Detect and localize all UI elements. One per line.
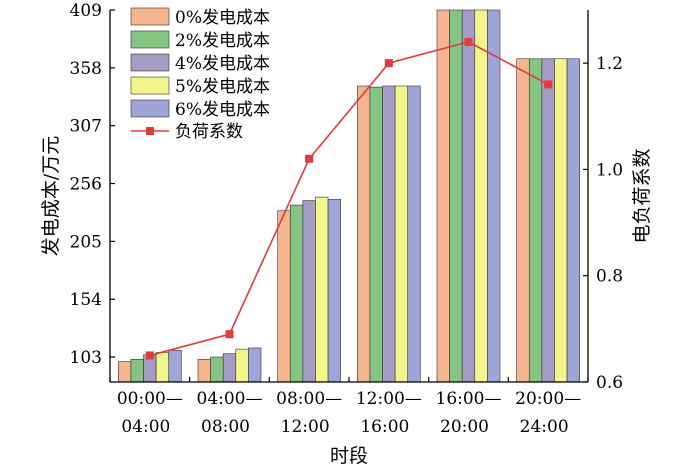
x-tick-label-line1: 04:00— bbox=[197, 389, 263, 409]
load-point bbox=[225, 330, 234, 339]
load-line-layer bbox=[145, 37, 553, 360]
legend-label: 0%发电成本 bbox=[175, 8, 270, 28]
x-tick-label-line2: 12:00 bbox=[281, 417, 330, 437]
bar bbox=[566, 58, 580, 383]
legend-label: 4%发电成本 bbox=[175, 54, 270, 74]
x-tick-label-line1: 16:00— bbox=[436, 389, 502, 409]
y-tick-label: 358 bbox=[70, 59, 102, 79]
right-tick-labels: 0.6 0.8 1.0 1.2 bbox=[583, 54, 623, 393]
bar bbox=[394, 85, 409, 383]
y-tick-label: 256 bbox=[70, 175, 102, 195]
bar bbox=[407, 85, 421, 383]
legend-swatch bbox=[130, 99, 170, 118]
bar bbox=[302, 200, 316, 383]
load-point bbox=[305, 154, 314, 163]
x-tick-label-line2: 16:00 bbox=[360, 417, 409, 437]
bar bbox=[197, 359, 211, 383]
bar bbox=[436, 9, 450, 383]
y-tick-label: 103 bbox=[70, 348, 102, 368]
x-tick-label-line2: 20:00 bbox=[440, 417, 489, 437]
legend-swatch bbox=[130, 30, 170, 49]
legend-label: 2%发电成本 bbox=[175, 31, 270, 51]
legend-line-marker bbox=[146, 127, 154, 135]
legend-swatch bbox=[130, 7, 170, 26]
left-tick-labels: 103 154 205 256 307 358 409 bbox=[70, 1, 115, 368]
y-tick-label: 154 bbox=[70, 290, 102, 310]
y-tick-label: 205 bbox=[70, 232, 102, 252]
bar bbox=[487, 9, 501, 383]
bar bbox=[327, 199, 341, 383]
bar bbox=[541, 58, 555, 383]
bar bbox=[222, 353, 237, 383]
bar bbox=[130, 359, 144, 383]
bar bbox=[369, 86, 383, 383]
bar bbox=[277, 210, 291, 383]
bar bbox=[516, 58, 530, 383]
legend-swatch bbox=[130, 76, 170, 95]
x-tick-label-line1: 08:00— bbox=[276, 389, 342, 409]
load-point bbox=[384, 59, 393, 68]
x-tick-label-line1: 20:00— bbox=[515, 389, 581, 409]
x-axis-title: 时段 bbox=[330, 445, 368, 467]
bar bbox=[248, 347, 262, 383]
bar bbox=[461, 9, 476, 383]
load-point bbox=[544, 80, 553, 89]
y-axis-title: 发电成本/万元 bbox=[40, 136, 62, 256]
x-tick-label-line2: 04:00 bbox=[121, 417, 170, 437]
y2-tick-label: 1.0 bbox=[596, 160, 623, 180]
load-line bbox=[149, 41, 549, 357]
bar bbox=[289, 204, 304, 383]
load-point bbox=[145, 351, 154, 360]
bars-layer bbox=[118, 9, 580, 383]
y2-tick-label: 0.8 bbox=[596, 267, 623, 287]
bar bbox=[357, 85, 371, 383]
bar bbox=[315, 196, 329, 383]
bar bbox=[382, 85, 396, 383]
legend-swatch bbox=[130, 53, 170, 72]
x-tick-label-line1: 12:00— bbox=[356, 389, 422, 409]
legend-label: 6%发电成本 bbox=[175, 100, 270, 120]
y2-axis-title: 电负荷系数 bbox=[631, 148, 653, 243]
bar bbox=[118, 361, 132, 383]
load-point bbox=[464, 37, 473, 46]
y2-tick-label: 0.6 bbox=[596, 373, 623, 393]
x-tick-label-line1: 00:00— bbox=[117, 389, 183, 409]
bar bbox=[210, 356, 224, 383]
bar bbox=[235, 348, 249, 383]
y-tick-label: 409 bbox=[70, 1, 102, 21]
bar bbox=[528, 58, 543, 383]
legend-label: 5%发电成本 bbox=[175, 77, 270, 97]
bar bbox=[449, 9, 463, 383]
legend-label: 负荷系数 bbox=[175, 122, 243, 142]
y-tick-label: 307 bbox=[70, 117, 102, 137]
y2-tick-label: 1.2 bbox=[596, 54, 623, 74]
bar bbox=[474, 9, 488, 383]
bar bbox=[554, 58, 568, 383]
x-tick-label-line2: 24:00 bbox=[520, 417, 569, 437]
bar bbox=[168, 349, 182, 383]
x-tick-label-line2: 08:00 bbox=[201, 417, 250, 437]
x-tick-labels: 00:00— 04:00 04:00— 08:00 08:00— 12:00 12:00— 1… bbox=[109, 377, 589, 437]
bar bbox=[155, 352, 170, 383]
